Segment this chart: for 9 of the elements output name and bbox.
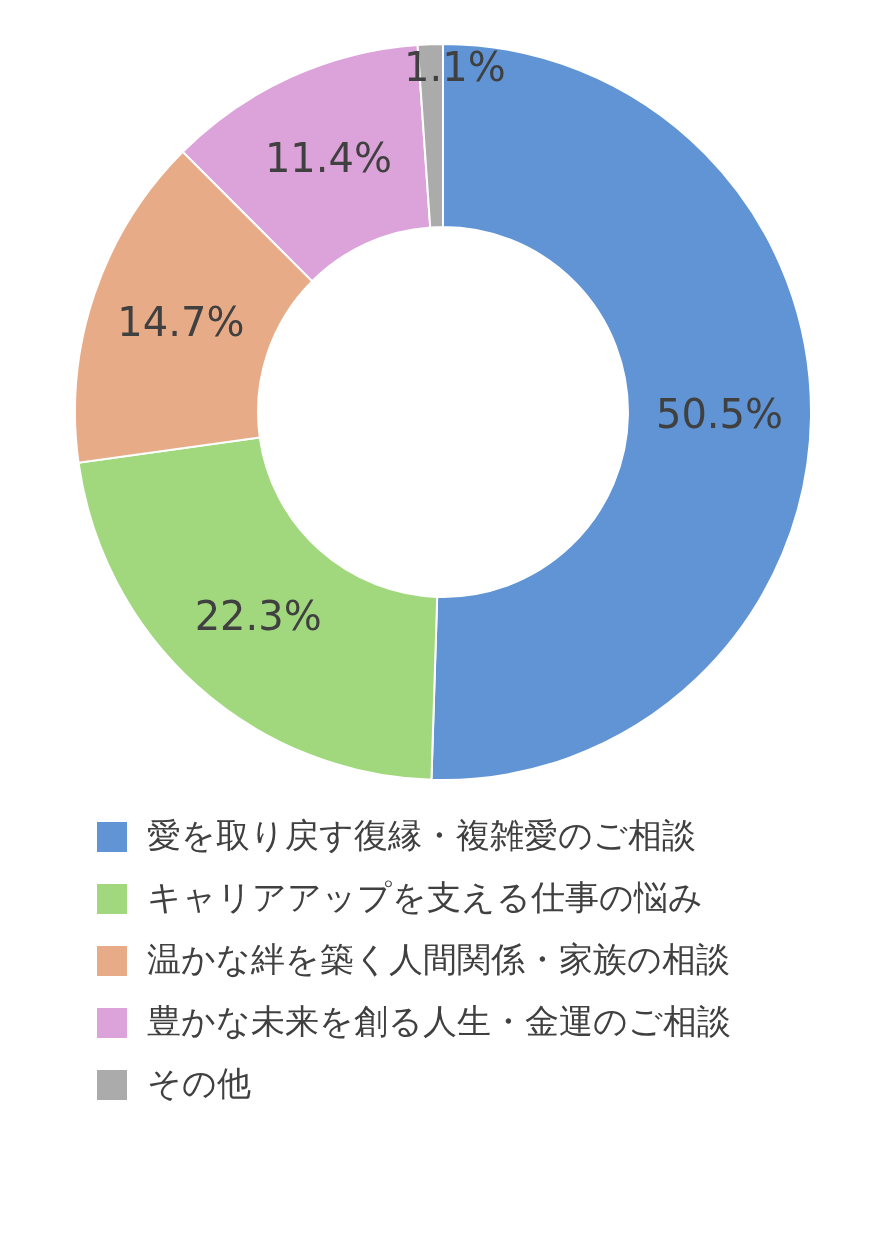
legend-label: 温かな絆を築く人間関係・家族の相談 bbox=[147, 939, 730, 979]
legend-label: その他 bbox=[147, 1063, 251, 1103]
data-label: 22.3% bbox=[194, 592, 322, 639]
legend-label: 愛を取り戻す復縁・複雑愛のご相談 bbox=[147, 815, 696, 855]
legend-label: 豊かな未来を創る人生・金運のご相談 bbox=[147, 1001, 731, 1041]
data-label: 11.4% bbox=[264, 135, 392, 182]
legend-label: キャリアアップを支える仕事の悩み bbox=[147, 877, 703, 917]
data-label: 14.7% bbox=[117, 299, 245, 346]
data-label: 50.5% bbox=[655, 391, 783, 438]
